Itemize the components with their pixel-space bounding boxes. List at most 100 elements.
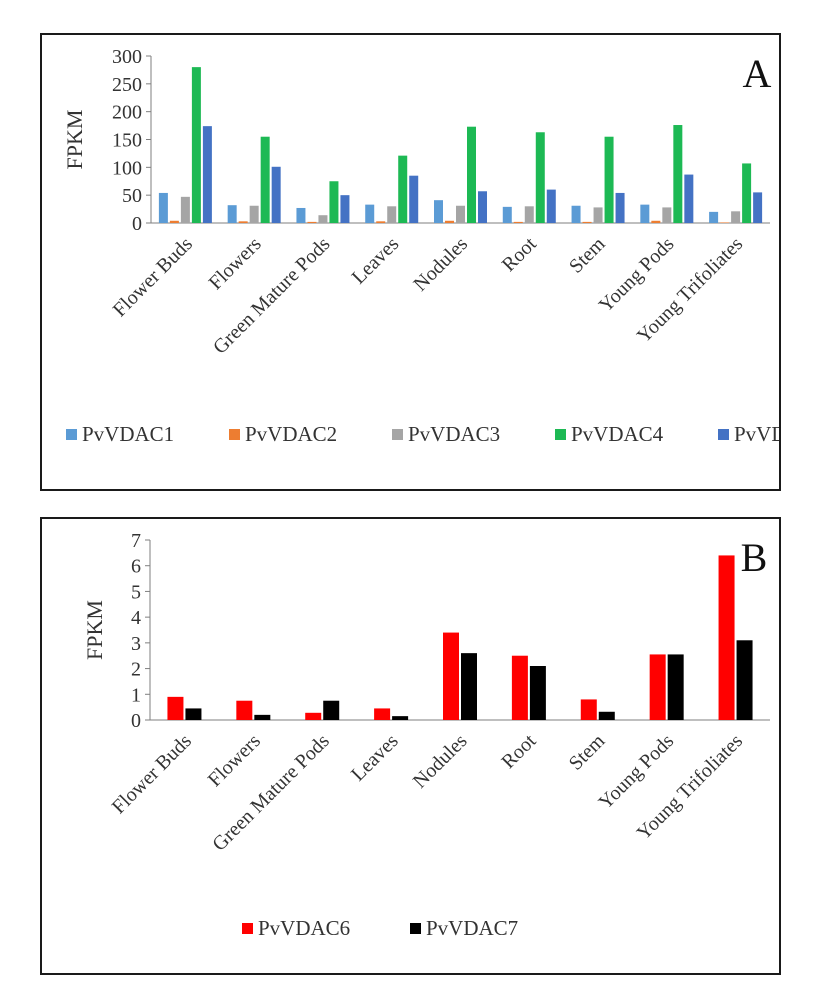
bar-pvvdac3-0	[180, 196, 190, 223]
legend-swatch-pvvdac7	[410, 923, 421, 934]
category-label-a-6: Stem	[565, 233, 610, 278]
bar-pvvdac3-4	[456, 205, 465, 223]
y-axis-title-a: FPKM	[62, 110, 87, 170]
legend-label-pvvdac6: PvVDAC6	[258, 916, 350, 940]
bar-pvvdac4-4	[467, 126, 476, 223]
bar-pvvdac4-7	[673, 125, 683, 223]
bar-pvvdac6-8	[718, 555, 735, 720]
bar-pvvdac5-2	[340, 195, 350, 223]
category-label-a-1: Flowers	[205, 233, 266, 294]
bar-pvvdac7-7	[667, 654, 684, 720]
bar-pvvdac1-0	[158, 192, 168, 223]
bar-pvvdac4-2	[329, 181, 339, 223]
bar-pvvdac2-0	[169, 220, 179, 223]
category-label-b-1: Flowers	[204, 730, 265, 791]
legend-label-pvvdac7: PvVDAC7	[426, 916, 518, 940]
panel-letter-a: A	[743, 51, 772, 96]
bar-pvvdac3-5	[524, 206, 534, 223]
bar-pvvdac5-4	[478, 191, 487, 223]
chart-panel-b: 0 1 2 3 4 5 6 7 FPKM B Flower Buds Flowers Green Mat…	[40, 517, 781, 975]
panel-letter-b: B	[741, 535, 768, 580]
bar-pvvdac1-2	[296, 207, 306, 223]
bar-pvvdac6-1	[236, 700, 253, 720]
legend-swatch-pvvdac4	[555, 429, 566, 440]
legend-swatch-pvvdac5	[718, 429, 729, 440]
bar-pvvdac2-6	[582, 221, 592, 223]
bar-pvvdac7-0	[185, 708, 202, 720]
legend-swatch-pvvdac6	[242, 923, 253, 934]
category-label-a-3: Leaves	[348, 233, 404, 289]
legend-label-pvvdac4: PvVDAC4	[571, 422, 664, 446]
legend-swatch-pvvdac2	[229, 429, 240, 440]
category-label-a-2: Green Mature Pods	[209, 233, 335, 359]
legend-label-pvvdac1: PvVDAC1	[82, 422, 174, 446]
category-label-b-2: Green Mature Pods	[208, 730, 334, 856]
bar-pvvdac6-6	[580, 699, 597, 720]
bar-pvvdac2-5	[513, 221, 523, 223]
y-tick-label-a: 300	[112, 46, 142, 68]
bar-pvvdac2-2	[307, 221, 317, 223]
legend-label-pvvdac2: PvVDAC2	[245, 422, 337, 446]
bar-pvvdac6-0	[167, 696, 184, 720]
legend-label-pvvdac3: PvVDAC3	[408, 422, 500, 446]
bar-pvvdac1-7	[640, 204, 650, 223]
y-tick-label-b: 6	[131, 556, 141, 578]
category-label-b-0: Flower Buds	[108, 730, 196, 818]
bar-pvvdac7-3	[392, 716, 409, 720]
bar-pvvdac7-6	[598, 711, 615, 720]
y-tick-label-b: 1	[131, 684, 141, 706]
bar-pvvdac4-1	[260, 136, 270, 223]
bar-pvvdac6-5	[511, 655, 528, 720]
bar-pvvdac5-3	[409, 175, 419, 223]
bar-pvvdac7-8	[736, 640, 753, 720]
bar-pvvdac4-0	[191, 67, 201, 223]
bar-pvvdac3-8	[731, 211, 741, 223]
bar-pvvdac1-8	[709, 211, 719, 223]
y-tick-label-a: 150	[112, 130, 142, 152]
bar-pvvdac5-1	[271, 166, 281, 223]
bar-pvvdac6-3	[374, 708, 391, 720]
bar-pvvdac3-7	[662, 207, 672, 223]
chart-a-svg: 0 50 100 150 200 250 300 FPKM A Flower Buds Flower…	[62, 46, 779, 446]
bar-pvvdac1-6	[571, 205, 581, 223]
bar-pvvdac7-5	[529, 666, 546, 720]
category-label-a-4: Nodules	[409, 233, 472, 296]
bar-pvvdac5-8	[753, 192, 763, 223]
bar-pvvdac5-0	[202, 126, 212, 223]
bar-pvvdac2-3	[376, 221, 386, 223]
category-label-a-0: Flower Buds	[109, 233, 197, 321]
bar-pvvdac2-8	[720, 222, 730, 223]
category-label-a-5: Root	[498, 233, 541, 276]
bar-pvvdac3-1	[249, 205, 259, 223]
category-label-b-6: Stem	[565, 730, 610, 775]
bar-pvvdac1-5	[502, 206, 512, 223]
bar-pvvdac5-5	[546, 189, 556, 223]
y-tick-label-a: 250	[112, 74, 142, 96]
bar-pvvdac5-7	[684, 174, 694, 223]
y-tick-label-a: 200	[112, 102, 142, 124]
y-tick-label-a: 100	[112, 157, 142, 179]
legend-swatch-pvvdac1	[66, 429, 77, 440]
y-tick-label-b: 3	[131, 633, 141, 655]
bar-pvvdac6-7	[649, 654, 666, 720]
y-tick-label-b: 5	[131, 581, 141, 603]
bar-pvvdac4-3	[398, 155, 408, 223]
chart-panel-a: 0 50 100 150 200 250 300 FPKM A Flower Buds Flower…	[40, 33, 781, 491]
bar-pvvdac3-6	[593, 207, 603, 223]
category-label-b-4: Nodules	[409, 730, 472, 793]
bar-pvvdac4-8	[742, 163, 752, 223]
y-tick-label-a: 50	[122, 185, 142, 207]
bar-pvvdac5-6	[615, 192, 625, 223]
bar-pvvdac7-1	[254, 714, 271, 720]
legend-label-pvvdac5: PvVDAC5	[734, 422, 779, 446]
y-tick-label-b: 0	[131, 710, 141, 732]
bar-pvvdac4-5	[535, 132, 545, 223]
legend-swatch-pvvdac3	[392, 429, 403, 440]
y-tick-label-b: 2	[131, 659, 141, 681]
bar-pvvdac1-3	[365, 204, 375, 223]
category-label-b-5: Root	[497, 730, 540, 773]
y-axis-title-b: FPKM	[82, 600, 107, 660]
bar-pvvdac7-4	[461, 653, 477, 720]
bar-pvvdac1-4	[434, 200, 443, 223]
